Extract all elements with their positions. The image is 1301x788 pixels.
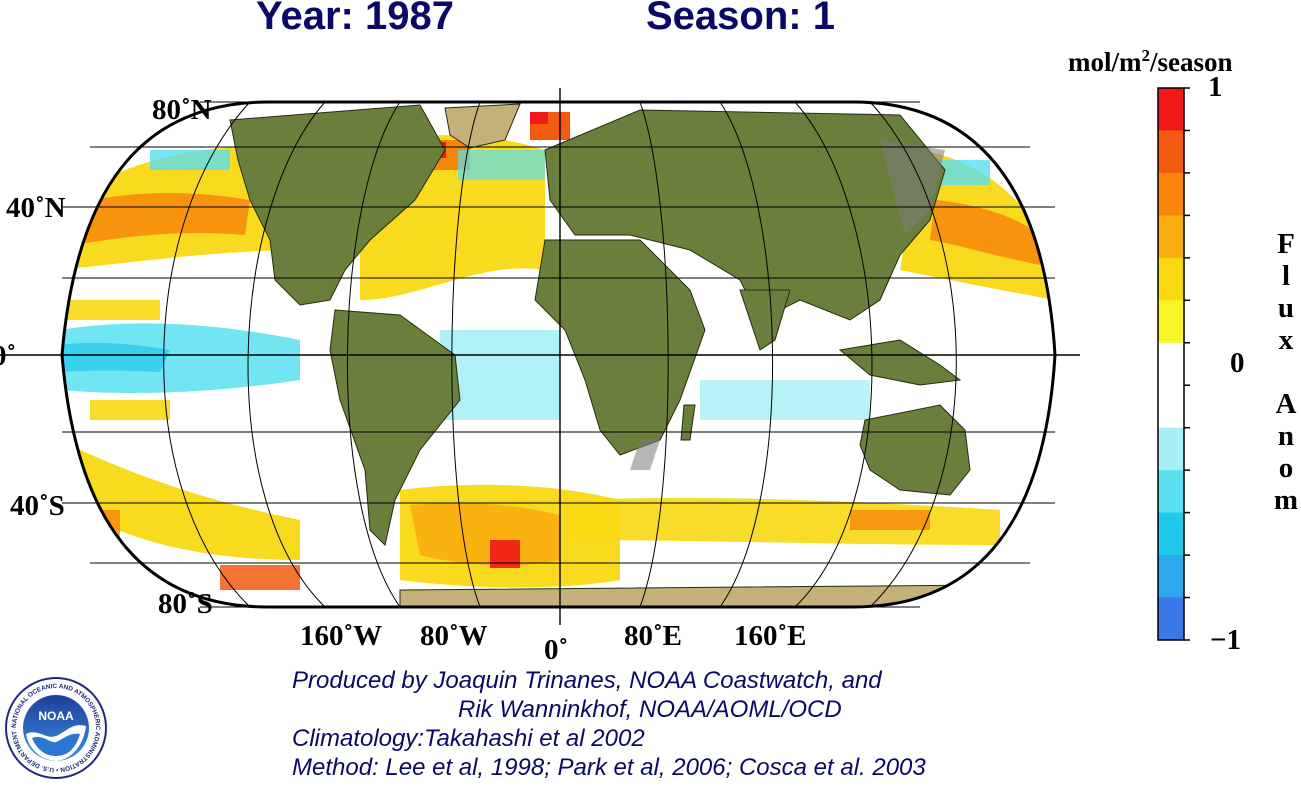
lon-label-80e: 80˚E xyxy=(624,620,682,652)
year-title: Year: 1987 xyxy=(256,0,454,38)
colorbar xyxy=(1157,87,1190,641)
colorbar-title-letter: A xyxy=(1275,388,1297,420)
credits-line-3: Climatology:Takahashi et al 2002 xyxy=(292,725,645,752)
colorbar-title-letter: l xyxy=(1281,260,1291,292)
colorbar-swatch xyxy=(1158,512,1184,556)
colorbar-swatch xyxy=(1158,88,1184,131)
noaa-logo: NATIONAL OCEANIC AND ATMOSPHERIC ADMINIS… xyxy=(4,676,107,779)
land-mask-shadow xyxy=(630,140,945,470)
colorbar-title-letter: n xyxy=(1277,420,1295,452)
colorbar-title-letter: u xyxy=(1277,292,1295,324)
colorbar-swatch xyxy=(1158,597,1184,641)
colorbar-swatch xyxy=(1158,342,1184,386)
colorbar-swatch xyxy=(1158,257,1184,301)
lat-label-equator: 0˚ xyxy=(0,340,17,372)
colorbar-swatch xyxy=(1158,215,1184,259)
credits-line-4: Method: Lee et al, 1998; Park et al, 200… xyxy=(292,754,926,781)
lon-label-80w: 80˚W xyxy=(420,620,488,652)
colorbar-max-label: 1 xyxy=(1208,71,1223,103)
colorbar-title-letter: F xyxy=(1277,228,1295,260)
anomaly-field xyxy=(62,103,1055,607)
colorbar-title-letter: o xyxy=(1278,452,1294,484)
colorbar-title-letter: x xyxy=(1278,324,1294,356)
colorbar-swatch xyxy=(1158,427,1184,471)
lat-label-40n: 40˚N xyxy=(6,192,66,224)
globe-outline xyxy=(60,100,1057,609)
lon-label-160e: 160˚E xyxy=(734,620,807,652)
colorbar-swatch xyxy=(1158,300,1184,344)
colorbar-title-letter: m xyxy=(1273,484,1299,516)
colorbar-swatch xyxy=(1158,130,1184,174)
lon-label-160w: 160˚W xyxy=(300,620,383,652)
credits: Produced by Joaquin Trinanes, NOAA Coast… xyxy=(292,666,926,782)
colorbar-swatch xyxy=(1158,470,1184,514)
colorbar-swatch xyxy=(1158,172,1184,216)
svg-text:NOAA: NOAA xyxy=(38,709,74,723)
lat-label-40s: 40˚S xyxy=(10,490,65,522)
colorbar-swatch xyxy=(1158,385,1184,429)
colorbar-units: mol/m2/season xyxy=(1068,46,1233,77)
colorbar-mid-label: 0 xyxy=(1230,347,1245,379)
colorbar-frame xyxy=(1157,87,1185,641)
continents xyxy=(229,103,1001,607)
colorbar-title-letter xyxy=(1268,356,1301,388)
season-title: Season: 1 xyxy=(646,0,835,38)
lon-label-0: 0˚ xyxy=(544,634,569,666)
credits-line-2: Rik Wanninkhof, NOAA/AOML/OCD xyxy=(458,696,842,723)
lat-label-80s: 80˚S xyxy=(158,588,213,620)
credits-line-1: Produced by Joaquin Trinanes, NOAA Coast… xyxy=(292,667,882,694)
colorbar-swatch xyxy=(1158,555,1184,599)
colorbar-min-label: −1 xyxy=(1210,624,1242,656)
lat-label-80n: 80˚N xyxy=(152,94,212,126)
